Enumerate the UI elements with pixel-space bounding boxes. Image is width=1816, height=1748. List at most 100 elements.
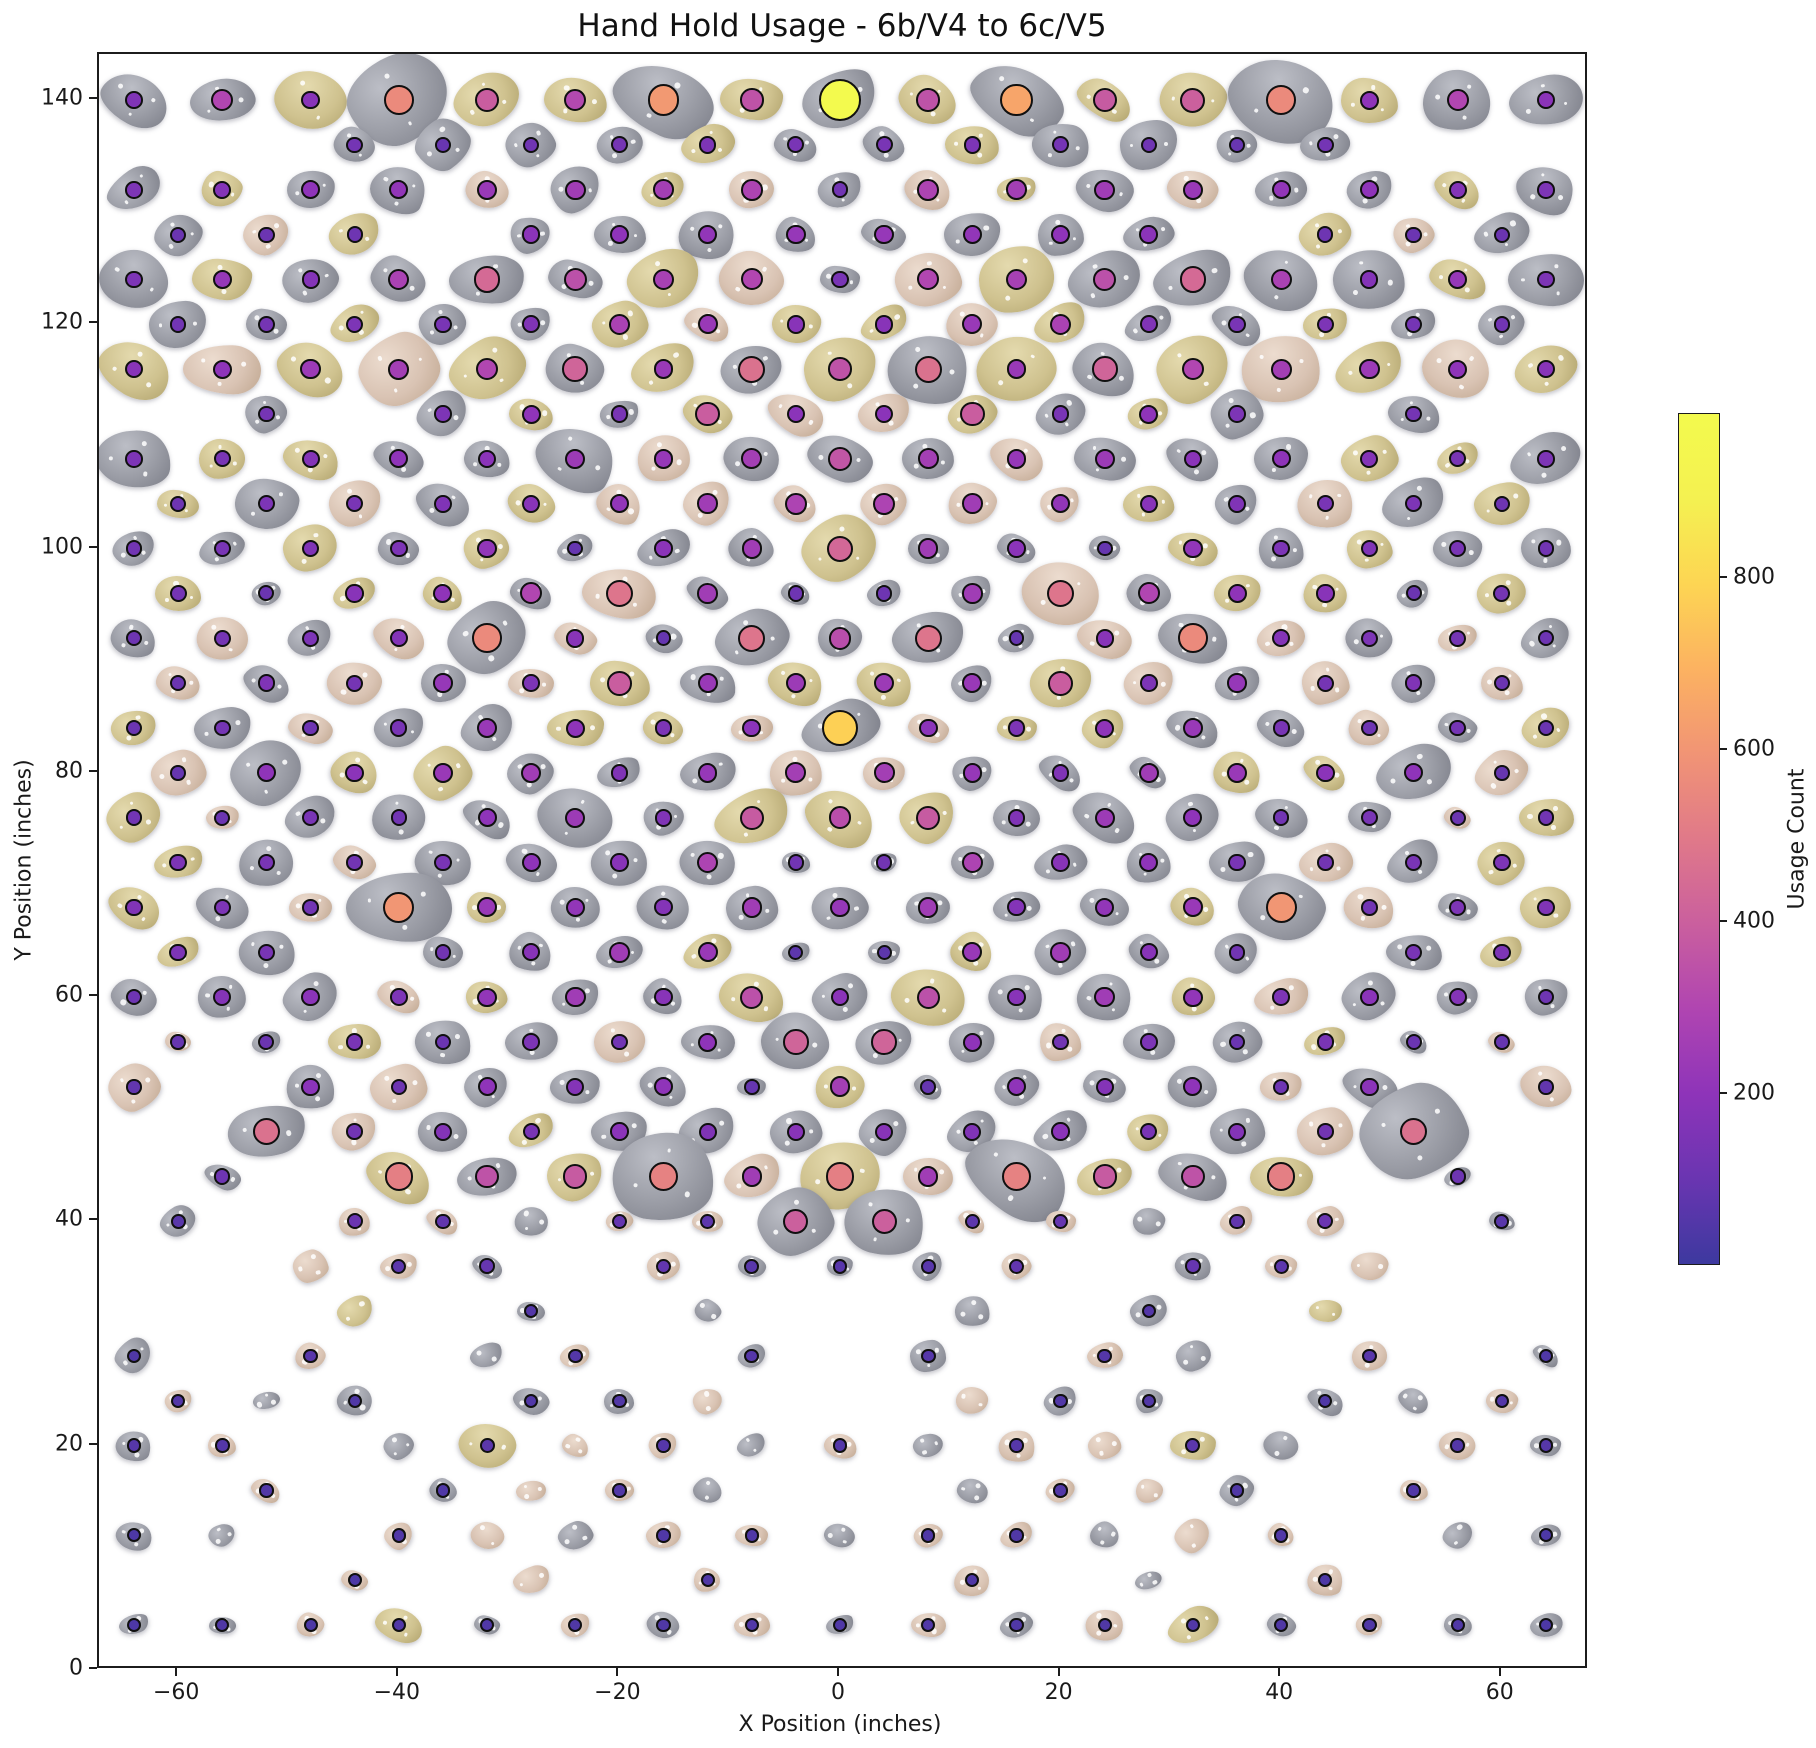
bolt-speck: [1191, 1542, 1197, 1548]
y-tick-mark: [89, 994, 97, 997]
bolt-speck: [1180, 1449, 1187, 1455]
usage-dot: [434, 315, 452, 333]
usage-dot: [477, 179, 497, 200]
bolt-speck: [893, 313, 901, 322]
usage-dot: [127, 1618, 142, 1633]
usage-dot: [170, 1214, 186, 1229]
bolt-speck: [161, 862, 167, 869]
bolt-speck: [1406, 516, 1411, 522]
usage-dot: [1361, 719, 1378, 737]
bolt-speck: [710, 1313, 717, 1320]
usage-dot: [916, 805, 941, 830]
bolt-speck: [745, 893, 750, 897]
usage-dot: [125, 898, 143, 917]
usage-dot: [964, 1213, 980, 1229]
bolt-speck: [1160, 681, 1167, 688]
usage-dot: [1317, 1123, 1334, 1141]
bolt-speck: [611, 872, 618, 879]
y-tick-mark: [89, 1442, 97, 1445]
usage-dot: [258, 585, 275, 602]
usage-dot: [1095, 629, 1114, 648]
bolt-speck: [1135, 1126, 1140, 1131]
usage-dot: [433, 583, 453, 603]
usage-dot: [1046, 579, 1075, 608]
bolt-speck: [698, 1302, 706, 1309]
usage-dot: [1227, 673, 1247, 693]
bolt-speck: [1486, 509, 1490, 514]
bolt-speck: [828, 798, 834, 804]
y-tick-label: 40: [55, 1206, 83, 1232]
usage-dot: [302, 899, 319, 916]
bolt-speck: [894, 496, 900, 502]
bolt-speck: [218, 264, 224, 270]
bolt-speck: [666, 1148, 671, 1153]
usage-dot: [565, 448, 586, 469]
bolt-speck: [1291, 728, 1299, 736]
bolt-speck: [703, 1495, 710, 1502]
usage-dot: [1139, 404, 1159, 424]
usage-dot: [388, 268, 410, 291]
usage-dot: [965, 1573, 980, 1588]
bolt-speck: [297, 1266, 303, 1272]
bolt-speck: [141, 550, 147, 556]
bolt-speck: [418, 356, 423, 362]
usage-dot: [1315, 763, 1335, 783]
bolt-speck: [263, 789, 269, 794]
usage-dot: [700, 1573, 715, 1588]
bolt-speck: [496, 820, 505, 829]
bolt-speck: [1402, 1393, 1409, 1400]
usage-dot: [1228, 944, 1246, 961]
bolt-speck: [537, 1218, 545, 1225]
usage-dot: [258, 226, 275, 243]
bolt-speck: [1328, 1586, 1333, 1592]
usage-dot: [609, 225, 629, 245]
bolt-speck: [730, 996, 736, 1002]
usage-dot: [654, 1077, 674, 1097]
bolt-speck: [1467, 83, 1473, 89]
usage-dot: [521, 225, 541, 244]
bolt-speck: [839, 525, 846, 532]
usage-dot: [1140, 1033, 1158, 1051]
usage-dot: [477, 1077, 497, 1097]
bolt-speck: [1218, 1128, 1223, 1133]
usage-dot: [740, 985, 764, 1009]
bolt-speck: [708, 130, 713, 136]
usage-dot: [170, 1393, 186, 1409]
x-axis-label: X Position (inches): [738, 1712, 942, 1737]
bolt-speck: [542, 502, 547, 507]
usage-dot: [914, 624, 942, 652]
bolt-speck: [1098, 1450, 1105, 1457]
usage-dot: [612, 1393, 627, 1409]
usage-dot: [479, 1258, 495, 1275]
y-tick-label: 20: [55, 1431, 83, 1457]
bolt-speck: [660, 890, 666, 896]
usage-dot: [433, 673, 453, 693]
usage-dot: [916, 985, 940, 1009]
usage-dot: [1493, 585, 1511, 602]
usage-dot: [654, 987, 673, 1007]
bolt-speck: [1056, 695, 1061, 700]
bolt-speck: [1242, 1048, 1248, 1055]
usage-dot: [1493, 943, 1511, 962]
bolt-speck: [1309, 686, 1315, 692]
bolt-speck: [241, 360, 247, 367]
bolt-speck: [1026, 905, 1033, 912]
usage-dot: [346, 1213, 363, 1230]
bolt-speck: [732, 364, 738, 369]
x-tick-label: 0: [831, 1680, 845, 1705]
bolt-speck: [1292, 547, 1297, 552]
bolt-speck: [1211, 267, 1219, 275]
bolt-speck: [1060, 1028, 1066, 1034]
bolt-speck: [646, 111, 653, 119]
bolt-speck: [362, 671, 369, 678]
colorbar: [1678, 413, 1720, 1265]
usage-dot: [1406, 1483, 1421, 1498]
bolt-speck: [1548, 623, 1553, 629]
usage-dot: [211, 89, 234, 112]
bolt-speck: [1533, 897, 1538, 902]
bolt-speck: [763, 451, 769, 457]
usage-dot: [821, 709, 859, 747]
bolt-speck: [811, 1041, 819, 1048]
usage-dot: [256, 763, 276, 783]
bolt-speck: [524, 1484, 529, 1489]
